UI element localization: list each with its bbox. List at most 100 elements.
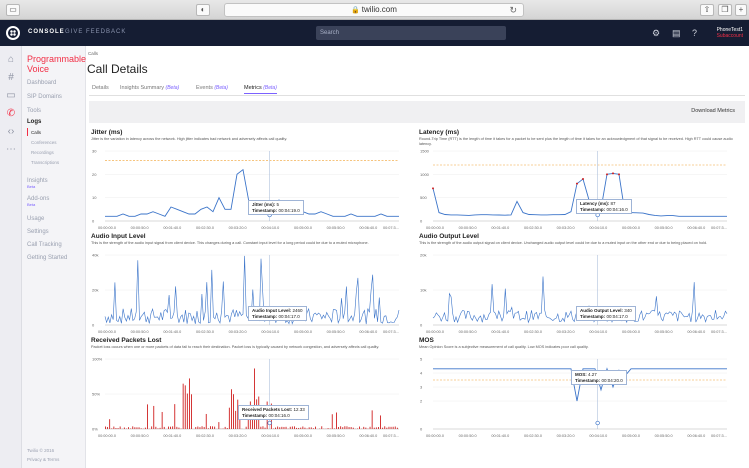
tab-label: Metrics [244, 85, 262, 91]
sidebar-item-settings[interactable]: Settings [27, 229, 49, 235]
code-icon[interactable]: ‹› [7, 126, 15, 137]
x-tick-label: 00:02:30.0 [196, 330, 214, 334]
loss-bar [119, 426, 121, 429]
loss-bar [189, 378, 190, 429]
sidebar-item-add-ons[interactable]: Add-ons Beta [27, 196, 49, 207]
metric-chart[interactable]: 1500 1000 500 000:00:00.0 00:00:50.0 00:01:40… [419, 147, 733, 231]
loss-bar [218, 422, 220, 429]
metric-chart[interactable]: 40k 20k 000:00:00.0 00:00:50.0 00:01:40.0 00:… [91, 251, 405, 335]
sidebar-toggle-button[interactable]: ▭ [6, 4, 20, 16]
privacy-terms-link[interactable]: Privacy & Terms [27, 457, 60, 462]
loss-bar [237, 399, 239, 429]
loss-bar [155, 426, 157, 429]
loss-bar [375, 427, 377, 429]
loss-bar [157, 428, 159, 429]
voice-icon[interactable]: ✆ [6, 108, 16, 119]
loss-bar [315, 426, 316, 429]
loss-bar [329, 428, 331, 429]
loss-bar [174, 404, 176, 429]
beta-badge: Beta [27, 202, 36, 207]
loss-bar [312, 428, 314, 429]
reload-icon[interactable]: ↻ [509, 5, 517, 15]
loss-bar [254, 368, 255, 429]
home-icon[interactable]: ⌂ [7, 54, 15, 65]
product-rail: ⌂ # ▭ ✆ ‹› ⋯ [0, 46, 22, 468]
metric-chart[interactable]: 30 20 10 000:00:00.0 00:00:50.0 00:01:40.0 00:… [91, 147, 405, 231]
x-tick-label: 00:00:00.0 [98, 226, 116, 230]
sidebar-item-calls[interactable]: Calls [31, 130, 42, 135]
tooltip-value: 4.27 [586, 372, 597, 377]
loss-bar [369, 426, 371, 429]
high-latency-point [432, 187, 434, 190]
x-tick-label: 00:06:40.0 [687, 434, 705, 438]
metric-panel: Audio Output Level This is the strength o… [419, 233, 733, 334]
metric-chart[interactable]: 20k 10k 000:00:00.0 00:00:50.0 00:01:40.0 00:… [419, 251, 733, 335]
account-menu[interactable]: PhoneTest1 Subaccount [717, 27, 743, 39]
sidebar-item-logs[interactable]: Logs [27, 119, 42, 125]
sidebar-item-tools[interactable]: Tools [27, 108, 42, 114]
sidebar-item-getting-started[interactable]: Getting Started [27, 255, 68, 261]
y-tick-label: 0 [420, 427, 423, 432]
download-bar: Download Metrics [89, 101, 745, 123]
sidebar-item-recordings[interactable]: Recordings [31, 150, 54, 155]
tab-insights-summary[interactable]: Insights Summary (Beta) [120, 85, 179, 91]
tooltip-timestamp: 00:04:17.0 [605, 313, 628, 319]
phone-numbers-icon[interactable]: # [8, 72, 14, 83]
help-icon[interactable]: ? [692, 28, 698, 38]
sidebar-item-usage[interactable]: Usage [27, 216, 45, 222]
docs-icon[interactable]: ▤ [672, 28, 681, 38]
tabs-button[interactable]: ❐ [718, 4, 732, 16]
x-tick-label: 00:05:00.0 [294, 434, 312, 438]
tab-details[interactable]: Details [92, 85, 109, 91]
address-bar[interactable]: 🔒 twilio.com ↻ [224, 3, 524, 17]
download-metrics-button[interactable]: Download Metrics [691, 108, 735, 114]
metric-panel: Jitter (ms) Jitter is the variation in la… [91, 129, 405, 230]
x-tick-label: 00:01:40.0 [163, 434, 181, 438]
loss-bar [130, 428, 132, 429]
metric-chart[interactable]: 5 4 3 2 000:00:00.0 00:00:50.0 00:01:40.0 00:02… [419, 355, 733, 439]
tooltip-timestamp: 00:04:19.0 [277, 207, 300, 213]
hover-point [267, 420, 272, 426]
twilio-logo-icon[interactable] [6, 26, 20, 40]
loss-bar [151, 426, 153, 429]
messaging-icon[interactable]: ▭ [6, 90, 16, 101]
tooltip-value: 2460 [291, 308, 303, 313]
series-line [432, 172, 727, 217]
sidebar-item-transcriptions[interactable]: Transcriptions [31, 160, 60, 165]
x-tick-label: 00:07:3... [711, 226, 727, 230]
breadcrumb[interactable]: Calls [88, 51, 99, 56]
debugger-icon[interactable]: ⚙ [652, 28, 661, 38]
privacy-icon[interactable]: ◐ [196, 4, 210, 16]
tab-metrics[interactable]: Metrics (Beta) [244, 85, 277, 94]
loss-bar [384, 426, 386, 429]
x-tick-label: 00:02:30.0 [524, 330, 542, 334]
chart-tooltip: MOS: 4.27 Timestamp: 00:04:20.0 [571, 370, 627, 385]
share-button[interactable]: ⇧ [700, 4, 714, 16]
tab-bar: Details Insights Summary (Beta) Events (… [89, 84, 745, 96]
x-tick-label: 00:06:40.0 [687, 330, 705, 334]
sidebar-item-insights[interactable]: Insights Beta [27, 178, 48, 189]
loss-bar [350, 427, 352, 429]
loss-bar [184, 385, 186, 429]
give-feedback-link[interactable]: GIVE FEEDBACK [65, 29, 127, 35]
sidebar-item-call-tracking[interactable]: Call Tracking [27, 242, 62, 248]
panel-description: Mean Opinion Score is a subjective measu… [419, 345, 589, 349]
metric-chart[interactable]: 100% 50% 0%00:00:00.0 00:00:50.0 00:01:40.0 0… [91, 355, 405, 439]
x-tick-label: 00:03:20.0 [557, 226, 575, 230]
x-tick-label: 00:00:00.0 [426, 226, 444, 230]
loss-bar [262, 426, 264, 429]
loss-bar [235, 410, 237, 429]
tooltip-value: 12.33 [292, 407, 305, 412]
new-tab-button[interactable]: + [735, 4, 747, 16]
more-icon[interactable]: ⋯ [6, 144, 16, 155]
sidebar-item-dashboard[interactable]: Dashboard [27, 80, 57, 86]
loss-bar [365, 427, 367, 429]
x-tick-label: 00:05:50.0 [655, 434, 673, 438]
search-input[interactable]: Search [316, 26, 506, 40]
sidebar-item-sip-domains[interactable]: SIP Domains [27, 94, 62, 100]
tab-events[interactable]: Events (Beta) [196, 85, 228, 91]
loss-bar [380, 415, 381, 429]
loss-bar [203, 426, 205, 429]
console-label[interactable]: CONSOLE [28, 29, 65, 35]
sidebar-item-conferences[interactable]: Conferences [31, 140, 57, 145]
